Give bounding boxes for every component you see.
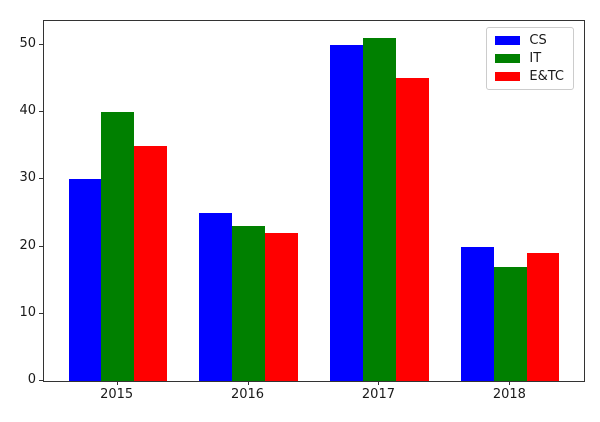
bar-cs-2017: [330, 44, 364, 381]
bar-cs-2016: [199, 212, 233, 381]
x-tick-mark: [116, 381, 118, 385]
legend-label-it: IT: [529, 51, 542, 66]
legend: CS IT E&TC: [486, 27, 574, 90]
x-tick-label: 2015: [100, 387, 134, 402]
legend-label-etc: E&TC: [529, 69, 564, 84]
y-tick-label: 40: [19, 103, 36, 119]
y-tick-mark: [39, 245, 43, 247]
legend-swatch-etc: [495, 72, 521, 81]
bar-etc-2018: [526, 253, 560, 381]
x-tick-label: 2017: [361, 387, 395, 402]
bar-it-2016: [232, 226, 265, 381]
y-tick-mark: [39, 178, 43, 180]
bar-etc-2016: [264, 233, 298, 381]
legend-entry-cs: CS: [495, 34, 564, 47]
y-tick-mark: [39, 43, 43, 45]
x-tick-mark: [247, 381, 249, 385]
bar-cs-2015: [68, 179, 102, 381]
x-tick-label: 2016: [230, 387, 265, 402]
x-tick-mark: [378, 381, 380, 385]
bars-layer: [44, 21, 584, 381]
y-tick-mark: [39, 111, 43, 113]
y-tick-label: 10: [19, 304, 36, 320]
y-tick-label: 0: [27, 372, 36, 387]
y-tick-label: 20: [19, 237, 36, 253]
bar-cs-2018: [461, 246, 494, 381]
bar-it-2015: [101, 112, 134, 381]
x-tick-label: 2018: [492, 387, 526, 402]
legend-swatch-cs: [495, 36, 521, 45]
bar-it-2018: [494, 266, 527, 381]
y-tick-mark: [39, 312, 43, 314]
bar-etc-2017: [395, 78, 429, 381]
y-tick-label: 50: [19, 35, 36, 51]
bar-it-2017: [363, 38, 396, 381]
x-tick-mark: [509, 381, 511, 385]
legend-label-cs: CS: [529, 33, 547, 48]
legend-entry-etc: E&TC: [495, 70, 564, 83]
legend-swatch-it: [495, 54, 521, 63]
legend-entry-it: IT: [495, 52, 564, 65]
y-tick-mark: [39, 380, 43, 381]
y-tick-label: 30: [19, 170, 36, 186]
bar-etc-2015: [134, 145, 167, 381]
